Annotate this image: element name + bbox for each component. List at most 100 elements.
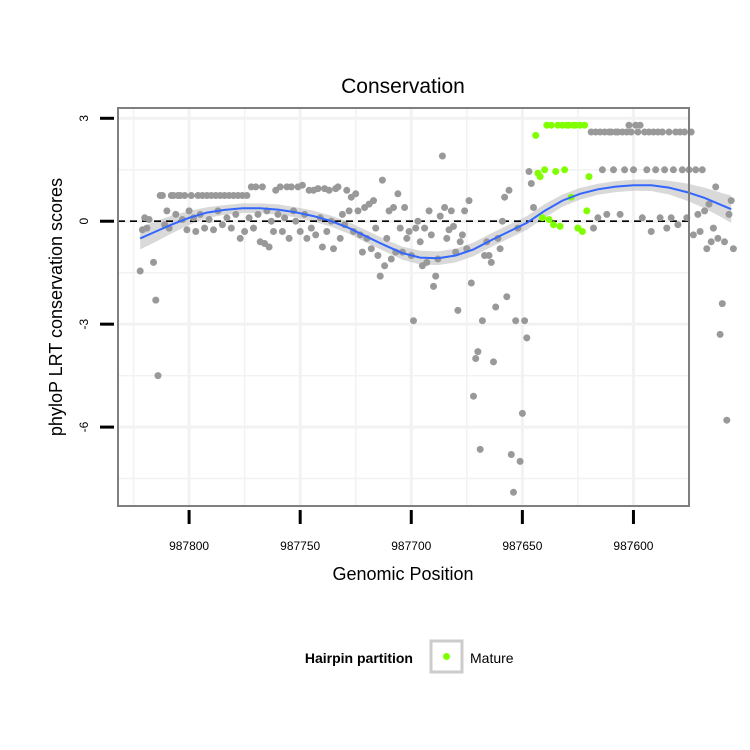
point-other bbox=[252, 183, 260, 191]
point-other bbox=[656, 214, 664, 222]
point-other bbox=[530, 204, 537, 211]
point-other bbox=[505, 186, 513, 194]
plot-panel-border bbox=[117, 107, 690, 507]
point-other bbox=[503, 293, 511, 301]
point-mature bbox=[561, 166, 569, 174]
point-other bbox=[510, 488, 517, 496]
point-other bbox=[492, 303, 500, 311]
point-other bbox=[705, 200, 713, 208]
point-other bbox=[521, 317, 529, 325]
point-other bbox=[338, 210, 346, 218]
x-axis-label: Genomic Position bbox=[332, 564, 473, 584]
point-other bbox=[241, 228, 249, 235]
point-other bbox=[330, 245, 337, 253]
point-other bbox=[150, 258, 157, 266]
point-other bbox=[512, 317, 520, 325]
point-other bbox=[236, 234, 244, 242]
point-other bbox=[265, 243, 273, 251]
point-other bbox=[376, 272, 384, 280]
point-other bbox=[527, 180, 535, 187]
point-other bbox=[381, 262, 389, 270]
chart-title: Conservation bbox=[341, 75, 465, 98]
y-tick-label: -3 bbox=[77, 319, 91, 330]
point-other bbox=[354, 207, 362, 215]
point-other bbox=[387, 255, 395, 263]
series-other-points bbox=[136, 121, 737, 496]
point-other bbox=[625, 121, 633, 129]
point-other bbox=[723, 416, 731, 424]
point-other bbox=[496, 245, 504, 253]
point-other bbox=[223, 214, 231, 222]
point-other bbox=[472, 355, 480, 362]
y-axis: 3 0 -3 -6 bbox=[77, 115, 114, 432]
x-tick-label: 987800 bbox=[169, 539, 209, 553]
point-other bbox=[456, 238, 464, 246]
point-other bbox=[185, 207, 193, 215]
point-other bbox=[630, 166, 637, 174]
point-other bbox=[432, 272, 440, 280]
y-tick-label: -6 bbox=[77, 421, 91, 432]
point-other bbox=[312, 231, 320, 239]
point-mature bbox=[536, 173, 544, 181]
point-other bbox=[154, 372, 162, 380]
point-mature bbox=[547, 121, 555, 129]
point-other bbox=[267, 217, 275, 225]
point-other bbox=[718, 300, 726, 308]
point-other bbox=[594, 214, 602, 222]
point-other bbox=[523, 334, 531, 342]
point-other bbox=[454, 306, 462, 314]
legend-key-mature-icon bbox=[443, 653, 450, 660]
point-other bbox=[663, 224, 671, 232]
point-other bbox=[201, 224, 209, 232]
point-other bbox=[276, 183, 284, 191]
y-tick-label: 0 bbox=[77, 218, 91, 225]
point-other bbox=[285, 234, 293, 242]
point-other bbox=[474, 348, 482, 356]
point-other bbox=[405, 228, 413, 235]
point-other bbox=[158, 192, 166, 199]
point-other bbox=[412, 224, 420, 232]
point-other bbox=[701, 207, 709, 215]
point-other bbox=[610, 166, 617, 174]
point-other bbox=[694, 210, 702, 218]
point-other bbox=[603, 210, 611, 218]
point-other bbox=[598, 166, 606, 174]
point-other bbox=[616, 210, 624, 218]
point-other bbox=[367, 245, 375, 253]
point-other bbox=[343, 186, 351, 194]
point-other bbox=[696, 228, 704, 235]
point-other bbox=[425, 207, 433, 215]
point-other bbox=[658, 128, 666, 136]
point-other bbox=[227, 224, 235, 232]
point-other bbox=[461, 207, 469, 215]
point-other bbox=[681, 128, 689, 136]
point-other bbox=[647, 228, 655, 235]
point-other bbox=[254, 210, 262, 218]
point-other bbox=[358, 248, 366, 256]
point-other bbox=[281, 214, 289, 222]
point-other bbox=[325, 186, 333, 194]
point-mature bbox=[552, 168, 560, 175]
gridlines bbox=[118, 108, 690, 506]
point-other bbox=[661, 166, 669, 174]
point-other bbox=[516, 457, 524, 465]
point-mature bbox=[556, 222, 564, 230]
point-other bbox=[292, 217, 300, 225]
point-other bbox=[725, 210, 733, 218]
point-other bbox=[443, 234, 451, 242]
point-other bbox=[181, 192, 189, 199]
point-other bbox=[383, 234, 391, 242]
point-other bbox=[345, 207, 353, 215]
point-other bbox=[352, 190, 360, 198]
point-other bbox=[636, 121, 644, 129]
point-other bbox=[436, 212, 444, 220]
point-mature bbox=[541, 166, 549, 174]
point-other bbox=[421, 224, 429, 232]
legend: Hairpin partition Mature bbox=[305, 639, 514, 674]
point-other bbox=[307, 224, 315, 232]
point-other bbox=[467, 279, 475, 287]
x-tick-label: 987750 bbox=[280, 539, 320, 553]
point-other bbox=[205, 216, 213, 223]
point-other bbox=[621, 166, 629, 174]
point-other bbox=[210, 226, 217, 234]
